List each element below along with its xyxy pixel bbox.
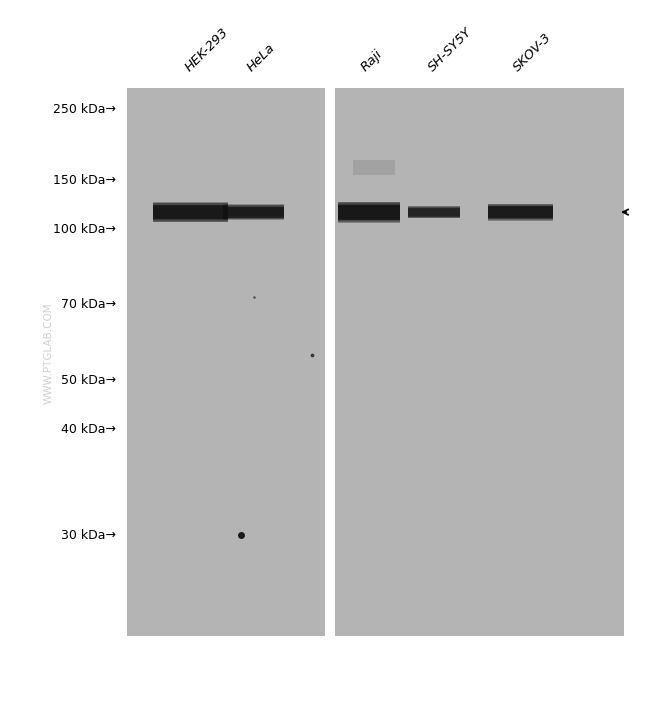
Bar — [222, 208, 285, 216]
Text: 100 kDa→: 100 kDa→ — [53, 223, 116, 236]
Text: Raji: Raji — [358, 47, 385, 74]
Bar — [153, 203, 228, 221]
Bar — [222, 205, 285, 219]
Bar — [488, 204, 552, 221]
Text: 70 kDa→: 70 kDa→ — [60, 298, 116, 310]
Bar — [153, 205, 228, 219]
Bar — [153, 206, 228, 218]
Bar — [338, 203, 400, 221]
Bar — [488, 207, 552, 217]
Bar — [488, 206, 552, 218]
Bar — [488, 207, 552, 217]
Bar — [408, 206, 460, 218]
Bar — [338, 204, 400, 221]
Bar — [338, 202, 400, 222]
Bar — [408, 206, 460, 218]
Text: 150 kDa→: 150 kDa→ — [53, 174, 116, 187]
Bar — [408, 206, 460, 218]
Bar — [335, 88, 624, 636]
Bar — [222, 205, 285, 219]
Text: SH-SY5Y: SH-SY5Y — [426, 25, 475, 74]
Bar — [338, 201, 400, 223]
Text: HeLa: HeLa — [244, 41, 278, 74]
Bar — [222, 207, 285, 217]
Bar — [153, 206, 228, 218]
Bar — [488, 206, 552, 218]
Bar — [338, 205, 400, 219]
Bar — [408, 208, 460, 216]
Bar — [408, 208, 460, 216]
Bar — [222, 206, 285, 218]
Bar — [408, 209, 460, 216]
Bar — [488, 204, 552, 220]
Bar — [153, 206, 228, 218]
Bar — [408, 207, 460, 217]
Bar — [408, 206, 460, 218]
Bar — [222, 208, 285, 216]
Bar — [338, 202, 400, 222]
Bar — [338, 204, 400, 221]
Bar — [408, 207, 460, 217]
Bar — [488, 205, 552, 219]
Bar — [153, 204, 228, 221]
Bar — [488, 204, 552, 221]
Bar — [153, 202, 228, 222]
Bar — [222, 204, 285, 220]
Bar — [222, 205, 285, 219]
Text: 30 kDa→: 30 kDa→ — [60, 529, 116, 542]
Text: 250 kDa→: 250 kDa→ — [53, 103, 116, 116]
Bar — [338, 205, 400, 219]
Bar — [153, 204, 228, 220]
Bar — [222, 206, 285, 218]
Text: 50 kDa→: 50 kDa→ — [60, 374, 116, 387]
Bar — [408, 209, 460, 216]
Bar — [488, 205, 552, 219]
Text: WWW.PTGLAB.COM: WWW.PTGLAB.COM — [44, 303, 54, 404]
Bar — [127, 88, 325, 636]
Bar — [338, 205, 400, 219]
Bar — [488, 206, 552, 218]
Text: 40 kDa→: 40 kDa→ — [60, 423, 116, 436]
Bar — [338, 203, 400, 221]
Bar — [153, 202, 228, 222]
Bar — [338, 206, 400, 218]
Bar — [153, 204, 228, 220]
Bar — [408, 206, 460, 218]
Bar — [338, 201, 400, 223]
Bar — [222, 207, 285, 217]
Bar — [488, 204, 552, 220]
Bar — [222, 206, 285, 218]
Text: HEK-293: HEK-293 — [183, 25, 231, 74]
Bar — [488, 206, 552, 218]
Bar — [353, 160, 395, 175]
Bar — [153, 203, 228, 221]
Bar — [222, 204, 285, 220]
Bar — [222, 205, 285, 219]
Bar — [408, 206, 460, 218]
Bar — [408, 208, 460, 216]
Bar — [338, 206, 400, 218]
Text: SKOV-3: SKOV-3 — [511, 31, 554, 74]
Bar — [153, 206, 228, 218]
Bar — [488, 206, 552, 218]
Bar — [153, 204, 228, 221]
